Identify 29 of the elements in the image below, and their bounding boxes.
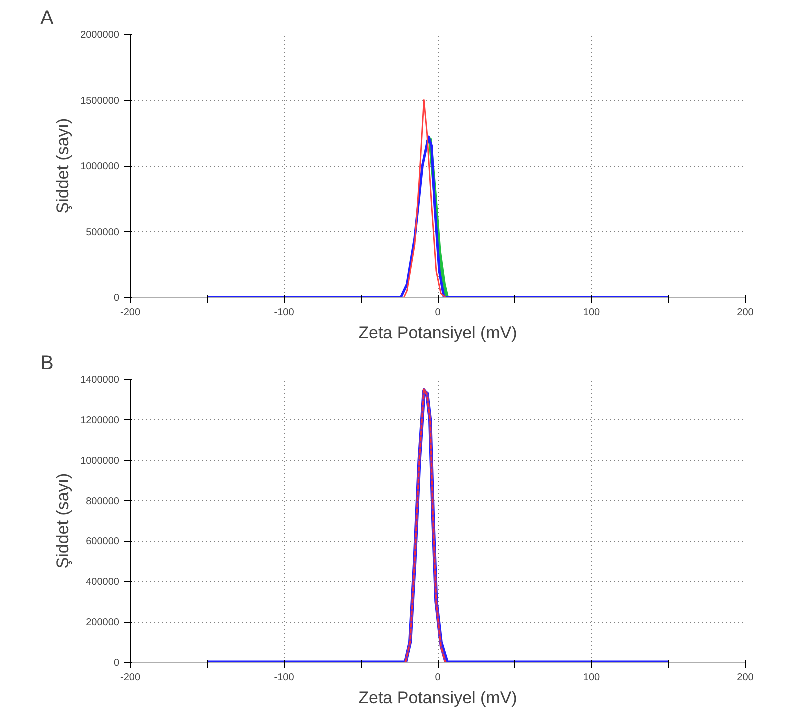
y-tick-label: 1000000 xyxy=(80,162,120,172)
x-tick-label: 200 xyxy=(737,308,754,318)
y-tick-label: 1200000 xyxy=(80,415,120,426)
y-tick-label: 1000000 xyxy=(80,456,120,467)
y-tick-label: 800000 xyxy=(86,496,120,508)
chart-title: A xyxy=(40,8,54,30)
x-tick-label: -200 xyxy=(120,308,141,318)
y-tick-label: 200000 xyxy=(86,618,120,629)
y-axis-title: Şiddet (sayı) xyxy=(54,473,73,569)
x-tick-label: -100 xyxy=(274,308,295,318)
y-axis-title: Şiddet (sayı) xyxy=(54,118,73,214)
x-tick-label: 100 xyxy=(583,308,601,318)
y-tick-label: 400000 xyxy=(86,577,120,588)
x-axis-title: Zeta Potansiyel (mV) xyxy=(358,688,518,708)
y-tick-label: 0 xyxy=(114,658,120,669)
x-tick-label: 200 xyxy=(737,672,754,684)
y-tick-label: 1500000 xyxy=(80,96,120,107)
y-tick-label: 2000000 xyxy=(80,30,120,41)
x-tick-label: 0 xyxy=(435,308,442,318)
y-tick-label: 600000 xyxy=(86,536,120,548)
chart-title: B xyxy=(40,352,54,374)
y-tick-label: 0 xyxy=(114,293,120,304)
x-tick-label: 0 xyxy=(435,672,442,684)
y-tick-label: 500000 xyxy=(86,227,120,238)
x-tick-label: -100 xyxy=(274,672,295,684)
x-axis-title: Zeta Potansiyel (mV) xyxy=(358,324,518,342)
x-tick-label: 100 xyxy=(583,672,601,684)
y-tick-label: 1400000 xyxy=(80,375,120,386)
x-tick-label: -200 xyxy=(120,672,141,684)
